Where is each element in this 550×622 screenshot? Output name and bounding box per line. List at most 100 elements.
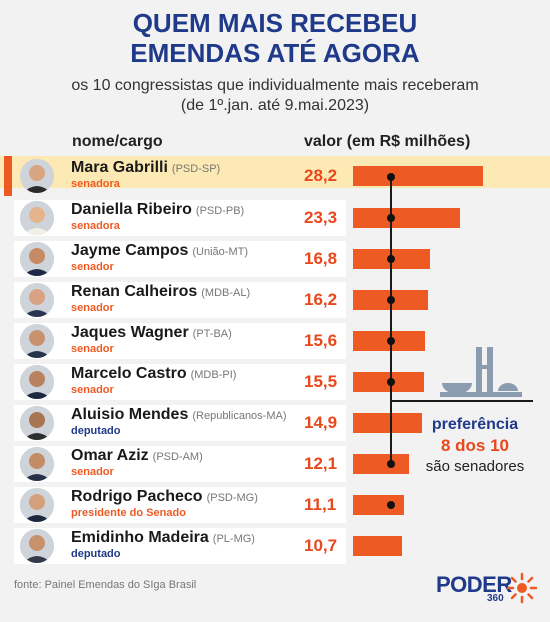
- portrait-image: [20, 242, 54, 276]
- source-note: fonte: Painel Emendas do SIga Brasil: [14, 579, 197, 591]
- row-card: [14, 323, 346, 359]
- portrait-image: [20, 201, 54, 235]
- senator-marker-dot: [387, 255, 395, 263]
- poder360-logo-number: 360: [487, 593, 504, 604]
- chart-subtitle-line-1: os 10 congressistas que individualmente …: [71, 77, 479, 94]
- name-text: Rodrigo Pacheco: [71, 488, 203, 505]
- value-label: 16,8: [304, 249, 338, 268]
- row-card: [14, 405, 346, 441]
- portrait-image: [20, 283, 54, 317]
- row-card: [14, 282, 346, 318]
- name-text: Marcelo Castro: [71, 365, 187, 382]
- chart-subtitle-line-2: (de 1º.jan. até 9.mai.2023): [180, 97, 370, 114]
- senators-bracket-line: [390, 180, 392, 462]
- value-label: 11,1: [304, 495, 337, 514]
- portrait-image: [20, 365, 54, 399]
- chart-title-line-2: EMENDAS ATÉ AGORA: [130, 38, 420, 68]
- congressperson-name: Marcelo Castro (MDB-PI): [71, 365, 236, 383]
- congressperson-name: Renan Calheiros (MDB-AL): [71, 283, 250, 301]
- table-row: Daniella Ribeiro (PSD-PB) senadora 23,3: [0, 198, 550, 238]
- party-label: (PSD-SP): [171, 163, 221, 175]
- name-text: Daniella Ribeiro: [71, 201, 192, 218]
- row-card: [14, 200, 346, 236]
- annotation-line-1: preferência: [431, 416, 519, 433]
- value-label: 12,1: [304, 454, 338, 473]
- congressperson-name: Emidinho Madeira (PL-MG): [71, 529, 255, 547]
- annotation-line-3: são senadores: [425, 458, 525, 475]
- congressperson-name: Aluisio Mendes (Republicanos-MA): [71, 406, 287, 424]
- value-bar: [353, 208, 460, 228]
- value-label: 28,2: [304, 166, 338, 185]
- portrait-image: [20, 159, 54, 193]
- poder360-logo: PODER: [436, 572, 512, 597]
- role-label: senador: [71, 261, 114, 273]
- value-column-header: valor (em R$ milhões): [304, 133, 471, 150]
- value-label: 15,6: [304, 331, 338, 350]
- value-bar: [353, 166, 483, 186]
- party-label: (MDB-AL): [201, 287, 251, 299]
- value-label: 16,2: [304, 290, 338, 309]
- congressperson-name: Rodrigo Pacheco (PSD-MG): [71, 488, 258, 506]
- name-text: Emidinho Madeira: [71, 529, 209, 546]
- congressperson-name: Jaques Wagner (PT-BA): [71, 324, 232, 342]
- value-bar: [353, 536, 402, 556]
- table-row: Aluisio Mendes (Republicanos-MA) deputado 1…: [0, 403, 550, 443]
- table-row: Renan Calheiros (MDB-AL) senador 16,2: [0, 280, 550, 320]
- name-text: Mara Gabrilli: [71, 159, 168, 176]
- role-label: senador: [71, 384, 114, 396]
- annotation-connector-line: [391, 400, 533, 402]
- value-bar: [353, 413, 422, 433]
- portrait-image: [20, 447, 54, 481]
- name-column-header: nome/cargo: [72, 133, 163, 150]
- table-row: Jaques Wagner (PT-BA) senador 15,6: [0, 321, 550, 361]
- senator-marker-dot: [387, 501, 395, 509]
- row-card: [14, 446, 346, 482]
- party-label: (PL-MG): [212, 533, 255, 545]
- portrait-image: [20, 529, 54, 563]
- congress-building-icon: [440, 347, 522, 397]
- chart-title-line-1: QUEM MAIS RECEBEU: [132, 8, 418, 38]
- role-label: deputado: [71, 425, 121, 437]
- table-row: Omar Aziz (PSD-AM) senador 12,1: [0, 444, 550, 484]
- name-text: Jaques Wagner: [71, 324, 189, 341]
- role-label: deputado: [71, 548, 121, 560]
- congressperson-name: Jayme Campos (União-MT): [71, 242, 248, 260]
- table-row: Marcelo Castro (MDB-PI) senador 15,5: [0, 362, 550, 402]
- congressperson-name: Omar Aziz (PSD-AM): [71, 447, 203, 465]
- role-label: senadora: [71, 178, 120, 190]
- name-text: Renan Calheiros: [71, 283, 198, 300]
- row-card: [14, 241, 346, 277]
- role-label: presidente do Senado: [71, 507, 186, 519]
- name-text: Aluisio Mendes: [71, 406, 189, 423]
- value-label: 14,9: [304, 413, 338, 432]
- table-row: Emidinho Madeira (PL-MG) deputado 10,7: [0, 526, 550, 566]
- table-row: Jayme Campos (União-MT) senador 16,8: [0, 239, 550, 279]
- portrait-image: [20, 488, 54, 522]
- portrait-image: [20, 406, 54, 440]
- value-bar: [353, 495, 404, 515]
- name-text: Jayme Campos: [71, 242, 189, 259]
- highlight-marker: [4, 156, 12, 196]
- row-card: [14, 364, 346, 400]
- party-label: (Republicanos-MA): [192, 410, 287, 422]
- senator-marker-dot: [387, 378, 395, 386]
- value-bar: [353, 454, 409, 474]
- senator-marker-dot: [387, 296, 395, 304]
- value-label: 23,3: [304, 208, 338, 227]
- senator-marker-dot: [387, 173, 395, 181]
- sun-logo-icon: [506, 572, 538, 604]
- role-label: senador: [71, 302, 114, 314]
- party-label: (PSD-PB): [195, 205, 245, 217]
- annotation-line-2: 8 dos 10: [440, 436, 510, 455]
- role-label: senadora: [71, 220, 120, 232]
- table-row: Mara Gabrilli (PSD-SP) senadora 28,2: [0, 156, 550, 196]
- table-row: Rodrigo Pacheco (PSD-MG) presidente do Sen…: [0, 485, 550, 525]
- senator-marker-dot: [387, 337, 395, 345]
- congressperson-name: Daniella Ribeiro (PSD-PB): [71, 201, 244, 219]
- party-label: (PT-BA): [192, 328, 232, 340]
- congressperson-name: Mara Gabrilli (PSD-SP): [71, 159, 220, 177]
- senator-marker-dot: [387, 214, 395, 222]
- party-label: (MDB-PI): [190, 369, 237, 381]
- senator-marker-dot: [387, 460, 395, 468]
- role-label: senador: [71, 343, 114, 355]
